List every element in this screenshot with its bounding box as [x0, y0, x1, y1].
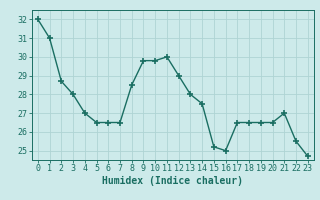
X-axis label: Humidex (Indice chaleur): Humidex (Indice chaleur) — [102, 176, 243, 186]
